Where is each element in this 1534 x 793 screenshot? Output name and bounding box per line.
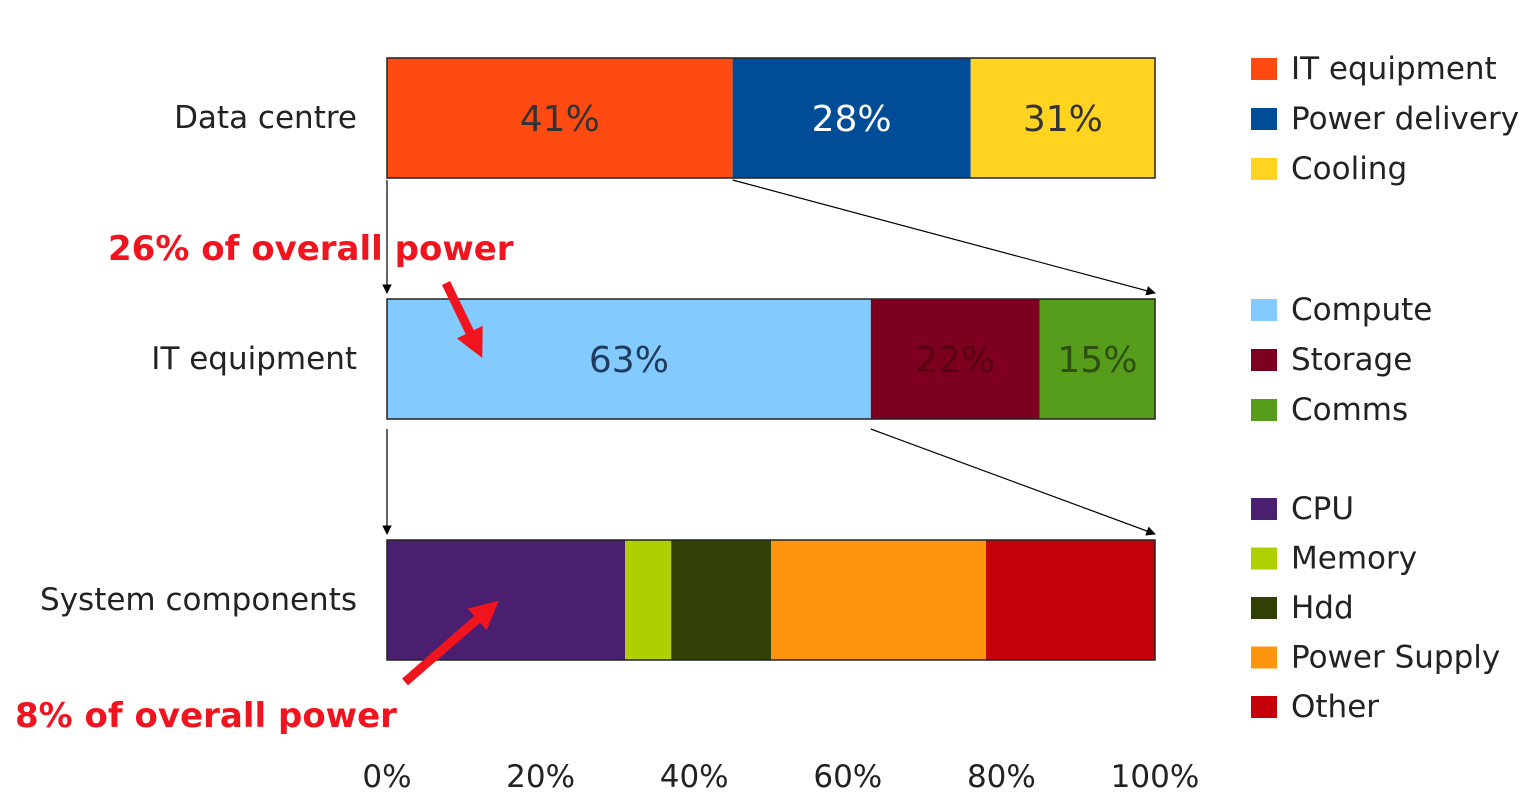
bar-segment-system-components-cpu (387, 540, 626, 660)
annotation-arrow-8-percent (402, 600, 499, 686)
legend-label-hdd: Hdd (1291, 590, 1354, 626)
bar-outline-it-equipment (386, 298, 1156, 420)
bar-segment-it-equipment-storage (870, 299, 1040, 419)
legend-swatch-power-delivery (1251, 108, 1277, 130)
bar-segment-it-equipment-comms (1039, 299, 1155, 419)
connector-right-1 (732, 179, 1156, 296)
bar-segment-data-centre-cooling (970, 58, 1155, 178)
legend-label-power-supply: Power Supply (1291, 640, 1500, 676)
legend-label-other: Other (1291, 689, 1379, 725)
legend-swatch-hdd (1251, 597, 1277, 619)
x-tick-label-100: 100% (1111, 759, 1200, 793)
legend-swatch-cpu (1251, 498, 1277, 520)
row-label-system-components: System components (40, 582, 357, 618)
legend-label-power-delivery: Power delivery (1291, 101, 1519, 137)
x-tick-label-40: 40% (660, 759, 729, 793)
data-label-it-equipment-compute: 63% (589, 340, 669, 381)
data-label-data-centre-power-delivery: 28% (812, 99, 892, 140)
annotation-26-percent: 26% of overall power (108, 229, 514, 269)
x-axis-ticks: 0% 20% 40% 60% 80% 100% (362, 759, 1199, 793)
x-tick-label-60: 60% (813, 759, 882, 793)
legend-label-cooling: Cooling (1291, 151, 1407, 187)
bar-segment-system-components-other (986, 540, 1155, 660)
row-label-data-centre: Data centre (174, 100, 357, 136)
legend-swatch-power-supply (1251, 646, 1277, 669)
data-label-it-equipment-comms: 15% (1057, 340, 1137, 381)
bar-segment-data-centre-it-equipment (387, 58, 733, 178)
x-tick-label-80: 80% (967, 759, 1036, 793)
legend-swatch-comms (1251, 399, 1277, 421)
annotation-arrow-26-percent (441, 281, 483, 358)
annotation-8-percent: 8% of overall power (15, 696, 397, 736)
connector-lines (382, 179, 1156, 536)
bar-segment-system-components-memory (625, 540, 672, 660)
legend-swatch-it-equipment (1251, 58, 1277, 80)
legend-swatch-memory (1251, 547, 1277, 570)
legend-swatch-cooling (1251, 158, 1277, 180)
data-label-it-equipment-storage: 22% (915, 340, 995, 381)
bar-segment-data-centre-power-delivery (732, 58, 971, 178)
legend-label-compute: Compute (1291, 292, 1432, 328)
legend-swatch-other (1251, 696, 1277, 718)
bar-outline-system-components (386, 539, 1156, 661)
bar-segment-system-components-hdd (671, 540, 771, 660)
bar-outline-data-centre (386, 57, 1156, 179)
data-label-data-centre-cooling: 31% (1023, 99, 1103, 140)
legend-swatch-storage (1251, 349, 1277, 371)
legend-swatch-compute (1251, 299, 1277, 321)
legend-label-it-equipment: IT equipment (1291, 51, 1497, 87)
legend-label-cpu: CPU (1291, 491, 1354, 527)
legend: IT equipment Power delivery Cooling Compute… (1251, 51, 1519, 725)
x-tick-label-0: 0% (362, 759, 411, 793)
data-label-data-centre-it-equipment: 41% (520, 99, 600, 140)
legend-label-memory: Memory (1291, 541, 1417, 577)
legend-label-storage: Storage (1291, 342, 1412, 378)
annotations: 26% of overall power 8% of overall power (15, 229, 514, 736)
bars-group: 41% 28% 31% 63% 22% 15% (386, 57, 1156, 661)
connector-right-2 (870, 428, 1156, 536)
x-tick-label-20: 20% (506, 759, 575, 793)
legend-label-comms: Comms (1291, 392, 1408, 428)
bar-segment-system-components-power-supply (771, 540, 987, 660)
row-label-it-equipment: IT equipment (151, 341, 357, 377)
row-labels-group: Data centre IT equipment System components (40, 100, 357, 618)
